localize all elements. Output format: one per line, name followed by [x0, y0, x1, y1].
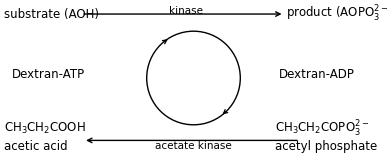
Text: acetate kinase: acetate kinase [155, 141, 232, 151]
Text: kinase: kinase [169, 6, 203, 16]
Text: Dextran-ATP: Dextran-ATP [12, 68, 85, 81]
Text: Dextran-ADP: Dextran-ADP [279, 68, 354, 81]
Text: product (AOPO$_3^{2-}$): product (AOPO$_3^{2-}$) [286, 4, 387, 24]
Text: CH$_3$CH$_2$COOH: CH$_3$CH$_2$COOH [4, 121, 86, 136]
Text: substrate (AOH): substrate (AOH) [4, 7, 99, 21]
Text: acetic acid: acetic acid [4, 140, 67, 153]
Text: acetyl phosphate: acetyl phosphate [275, 140, 377, 153]
Text: CH$_3$CH$_2$COPO$_3^{2-}$: CH$_3$CH$_2$COPO$_3^{2-}$ [275, 119, 369, 139]
